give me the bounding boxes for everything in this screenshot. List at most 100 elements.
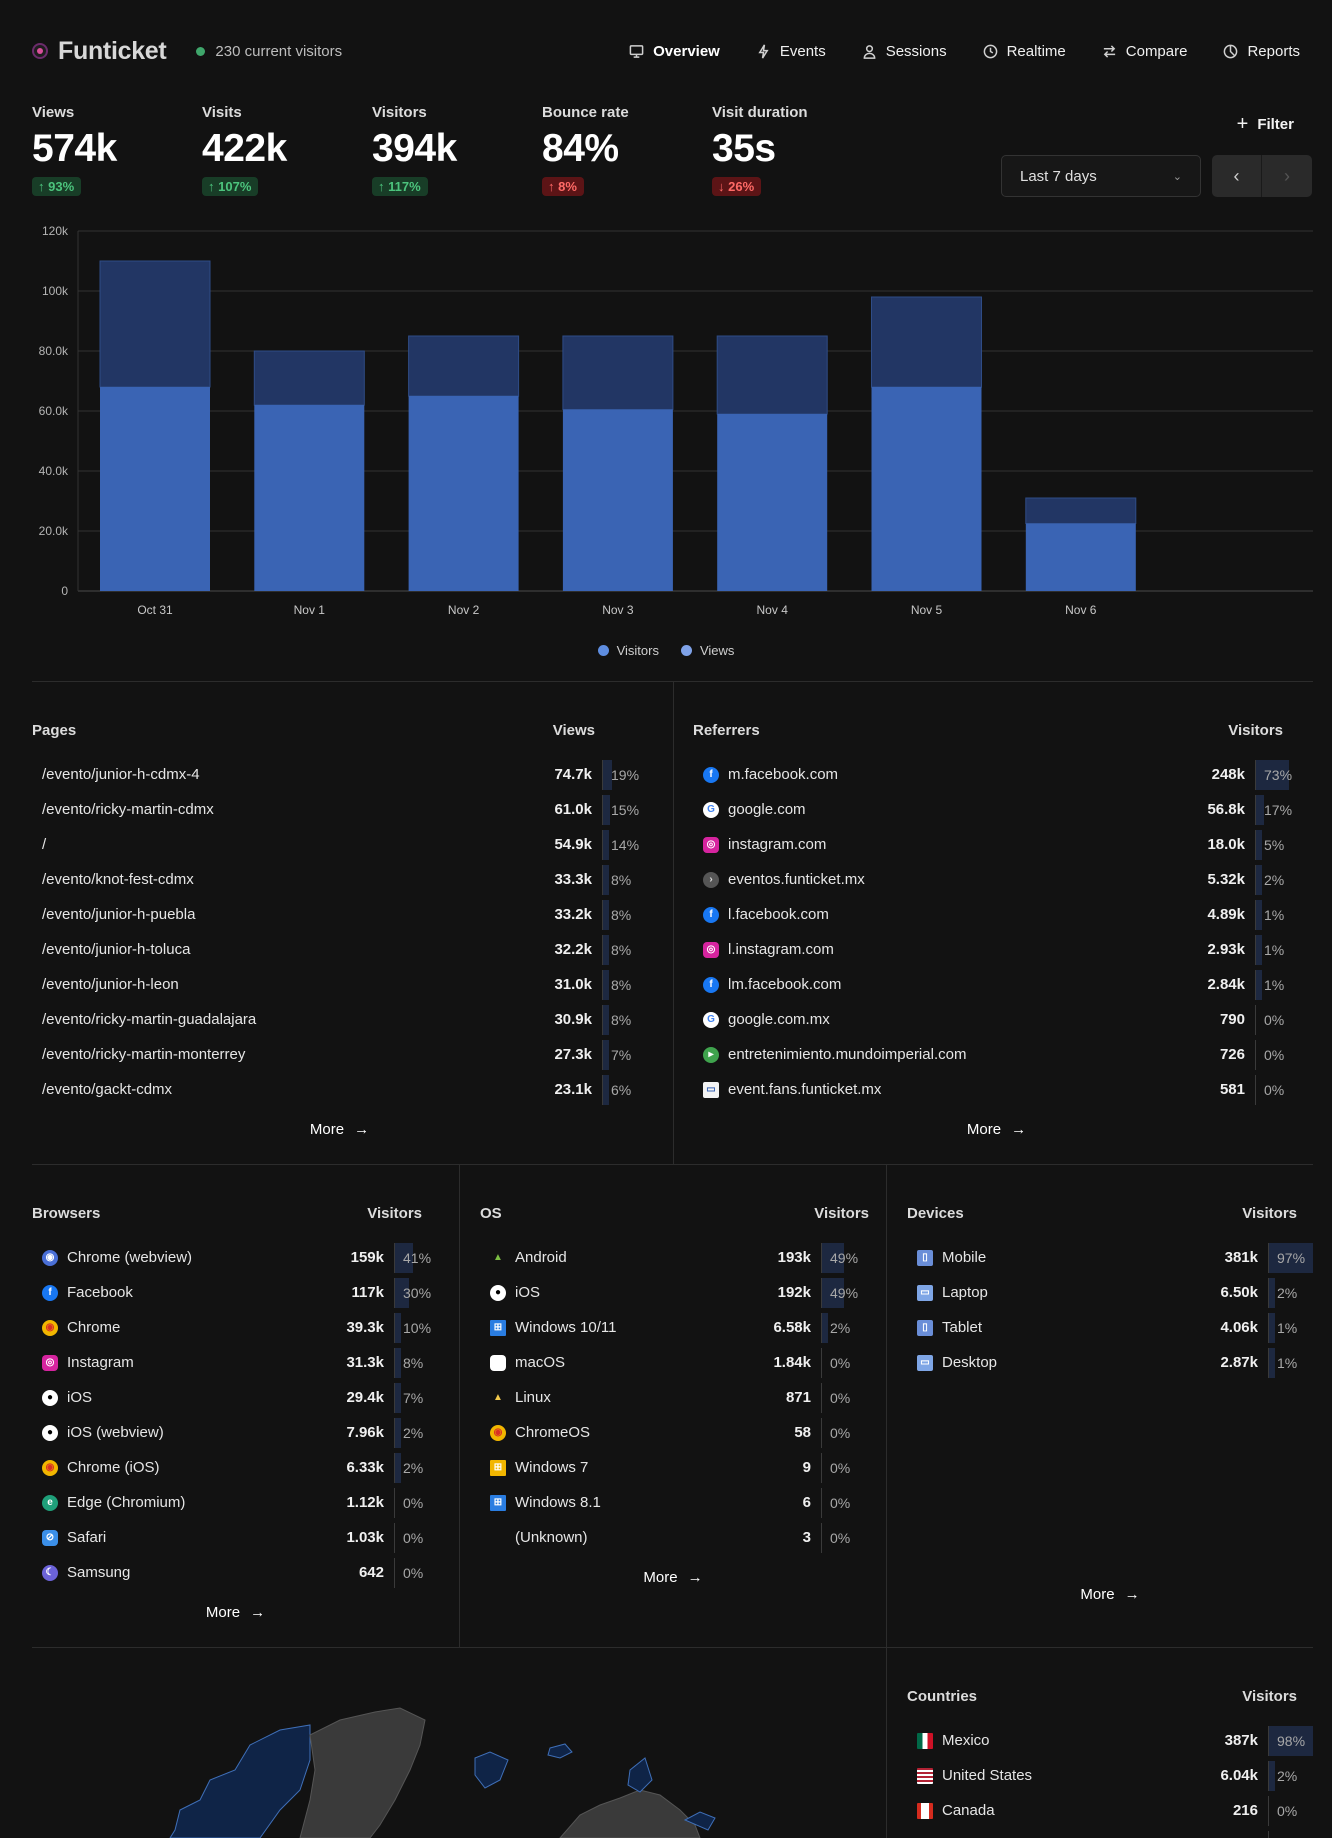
map-region-greenland-canada[interactable] bbox=[299, 1707, 426, 1838]
list-item[interactable]: United States 6.04k 2% bbox=[907, 1758, 1313, 1793]
bar-views[interactable] bbox=[408, 335, 520, 397]
list-item[interactable]: › eventos.funticket.mx 5.32k 2% bbox=[693, 862, 1300, 897]
bar-views[interactable] bbox=[871, 296, 982, 388]
list-item[interactable]: Spain1800% bbox=[907, 1828, 1313, 1838]
metric-visitors[interactable]: Visitors 394k ↑ 117% bbox=[372, 104, 542, 196]
list-item[interactable]: ☾ Samsung 642 0% bbox=[32, 1555, 439, 1590]
item-label-group: ● iOS bbox=[32, 1389, 92, 1406]
list-item[interactable]: ▲ Linux 871 0% bbox=[480, 1380, 866, 1415]
brand-name[interactable]: Funticket bbox=[58, 36, 167, 65]
list-item[interactable]: ▸ entretenimiento.mundoimperial.com 726 0% bbox=[693, 1037, 1300, 1072]
metric-views[interactable]: Views 574k ↑ 93% bbox=[32, 104, 202, 196]
filter-button[interactable]: + Filter bbox=[1237, 114, 1294, 134]
map-region-iceland[interactable] bbox=[547, 1743, 573, 1759]
map-region-europe[interactable] bbox=[559, 1789, 701, 1838]
map-region-arctic-islands[interactable] bbox=[683, 1811, 716, 1831]
more-button[interactable]: More → bbox=[907, 1586, 1313, 1603]
more-button[interactable]: More → bbox=[693, 1121, 1300, 1138]
list-item[interactable]: Mexico 387k 98% bbox=[907, 1723, 1314, 1758]
list-item[interactable]: f l.facebook.com 4.89k 1% bbox=[693, 897, 1300, 932]
list-item[interactable]: /evento/junior-h-toluca 32.2k 8% bbox=[32, 932, 647, 967]
nav-overview[interactable]: Overview bbox=[629, 43, 720, 60]
list-item[interactable]: / 54.9k 14% bbox=[32, 827, 647, 862]
list-item[interactable]: Canada 216 0% bbox=[907, 1793, 1313, 1828]
bar-visitors[interactable] bbox=[1025, 523, 1136, 592]
list-item[interactable]: macOS 1.84k 0% bbox=[480, 1345, 866, 1380]
bar-visitors[interactable] bbox=[100, 387, 210, 591]
list-item[interactable]: /evento/gackt-cdmx 23.1k 6% bbox=[32, 1072, 647, 1107]
legend-item-visitors[interactable]: Visitors bbox=[597, 643, 659, 658]
bar-visitors[interactable] bbox=[562, 409, 673, 592]
list-item[interactable]: ▯ Mobile 381k 97% bbox=[907, 1240, 1313, 1275]
map-region-islands[interactable] bbox=[474, 1751, 509, 1789]
list-item[interactable]: ▭ Desktop 2.87k 1% bbox=[907, 1345, 1313, 1380]
list-item[interactable]: ◉ Chrome (webview) 159k 41% bbox=[32, 1240, 439, 1275]
list-item[interactable]: /evento/junior-h-leon 31.0k 8% bbox=[32, 967, 647, 1002]
list-item[interactable]: ⊞ Windows 8.1 6 0% bbox=[480, 1485, 866, 1520]
metric-visit-duration[interactable]: Visit duration 35s ↓ 26% bbox=[712, 104, 882, 196]
list-item[interactable]: ▭ Laptop 6.50k 2% bbox=[907, 1275, 1313, 1310]
list-item[interactable]: f Facebook 117k 30% bbox=[32, 1275, 439, 1310]
nav-realtime[interactable]: Realtime bbox=[983, 43, 1066, 60]
legend-item-views[interactable]: Views bbox=[680, 643, 734, 658]
list-item[interactable]: ◎ Instagram 31.3k 8% bbox=[32, 1345, 439, 1380]
list-item[interactable]: ▯ Tablet 4.06k 1% bbox=[907, 1310, 1313, 1345]
list-item[interactable]: ⊞ Windows 10/11 6.58k 2% bbox=[480, 1310, 866, 1345]
current-visitors[interactable]: 230 current visitors bbox=[215, 42, 343, 60]
nav-sessions[interactable]: Sessions bbox=[862, 43, 947, 60]
bar-visitors[interactable] bbox=[408, 396, 519, 591]
next-period-button[interactable]: › bbox=[1262, 155, 1312, 197]
list-item[interactable]: ◉ Chrome (iOS) 6.33k 2% bbox=[32, 1450, 439, 1485]
percent-label: 0% bbox=[403, 1494, 424, 1511]
list-item[interactable]: /evento/junior-h-cdmx-4 74.7k 19% bbox=[32, 757, 647, 792]
list-item[interactable]: ◉ ChromeOS 58 0% bbox=[480, 1415, 866, 1450]
bar-views[interactable] bbox=[1025, 497, 1137, 524]
previous-period-button[interactable]: ‹ bbox=[1212, 155, 1262, 197]
more-button[interactable]: More → bbox=[32, 1604, 439, 1621]
more-button[interactable]: More → bbox=[480, 1569, 866, 1586]
nav-events[interactable]: Events bbox=[756, 43, 826, 60]
metric-bounce-rate[interactable]: Bounce rate 84% ↑ 8% bbox=[542, 104, 712, 196]
item-percent: 0% bbox=[821, 1487, 866, 1518]
list-item[interactable]: ▲ Android 193k 49% bbox=[480, 1240, 866, 1275]
bar-views[interactable] bbox=[716, 335, 828, 415]
funticket-logo-icon[interactable] bbox=[32, 43, 48, 59]
list-item[interactable]: ◉ Chrome 39.3k 10% bbox=[32, 1310, 439, 1345]
nav-compare[interactable]: Compare bbox=[1102, 43, 1187, 60]
metric-visits[interactable]: Visits 422k ↑ 107% bbox=[202, 104, 372, 196]
nav-reports[interactable]: Reports bbox=[1223, 43, 1300, 60]
bar-views[interactable] bbox=[562, 335, 674, 410]
list-item[interactable]: f m.facebook.com 248k 73% bbox=[693, 757, 1300, 792]
list-item[interactable]: ● iOS (webview) 7.96k 2% bbox=[32, 1415, 439, 1450]
list-item[interactable]: ◎ instagram.com 18.0k 5% bbox=[693, 827, 1300, 862]
list-item[interactable]: (Unknown) 3 0% bbox=[480, 1520, 866, 1555]
list-item[interactable]: ⊘ Safari 1.03k 0% bbox=[32, 1520, 439, 1555]
list-item[interactable]: /evento/knot-fest-cdmx 33.3k 8% bbox=[32, 862, 647, 897]
list-item[interactable]: e Edge (Chromium) 1.12k 0% bbox=[32, 1485, 439, 1520]
list-item[interactable]: ● iOS 192k 49% bbox=[480, 1275, 866, 1310]
map-region-scandinavia[interactable] bbox=[627, 1757, 653, 1793]
bar-visitors[interactable] bbox=[871, 387, 982, 591]
list-item[interactable]: ▭ event.fans.funticket.mx 581 0% bbox=[693, 1072, 1300, 1107]
list-item[interactable]: /evento/ricky-martin-monterrey 27.3k 7% bbox=[32, 1037, 647, 1072]
list-item[interactable]: /evento/ricky-martin-cdmx 61.0k 15% bbox=[32, 792, 647, 827]
percent-bar bbox=[603, 1039, 609, 1070]
bar-visitors[interactable] bbox=[254, 405, 365, 591]
list-item[interactable]: f lm.facebook.com 2.84k 1% bbox=[693, 967, 1300, 1002]
item-value: 2.87k bbox=[1220, 1354, 1258, 1371]
list-item[interactable]: ⊞ Windows 7 9 0% bbox=[480, 1450, 866, 1485]
list-item[interactable]: /evento/ricky-martin-guadalajara 30.9k 8% bbox=[32, 1002, 647, 1037]
bar-views[interactable] bbox=[253, 350, 365, 406]
bar-views[interactable] bbox=[99, 260, 211, 388]
change-value: 93% bbox=[48, 179, 75, 194]
list-item[interactable]: /evento/junior-h-puebla 33.2k 8% bbox=[32, 897, 647, 932]
list-item[interactable]: ● iOS 29.4k 7% bbox=[32, 1380, 439, 1415]
list-item[interactable]: ◎ l.instagram.com 2.93k 1% bbox=[693, 932, 1300, 967]
more-button[interactable]: More → bbox=[32, 1121, 647, 1138]
bar-visitors[interactable] bbox=[717, 414, 828, 591]
date-range-select[interactable]: Last 7 days ⌄ bbox=[1001, 155, 1201, 197]
map-region-alaska-canada[interactable] bbox=[169, 1724, 311, 1838]
